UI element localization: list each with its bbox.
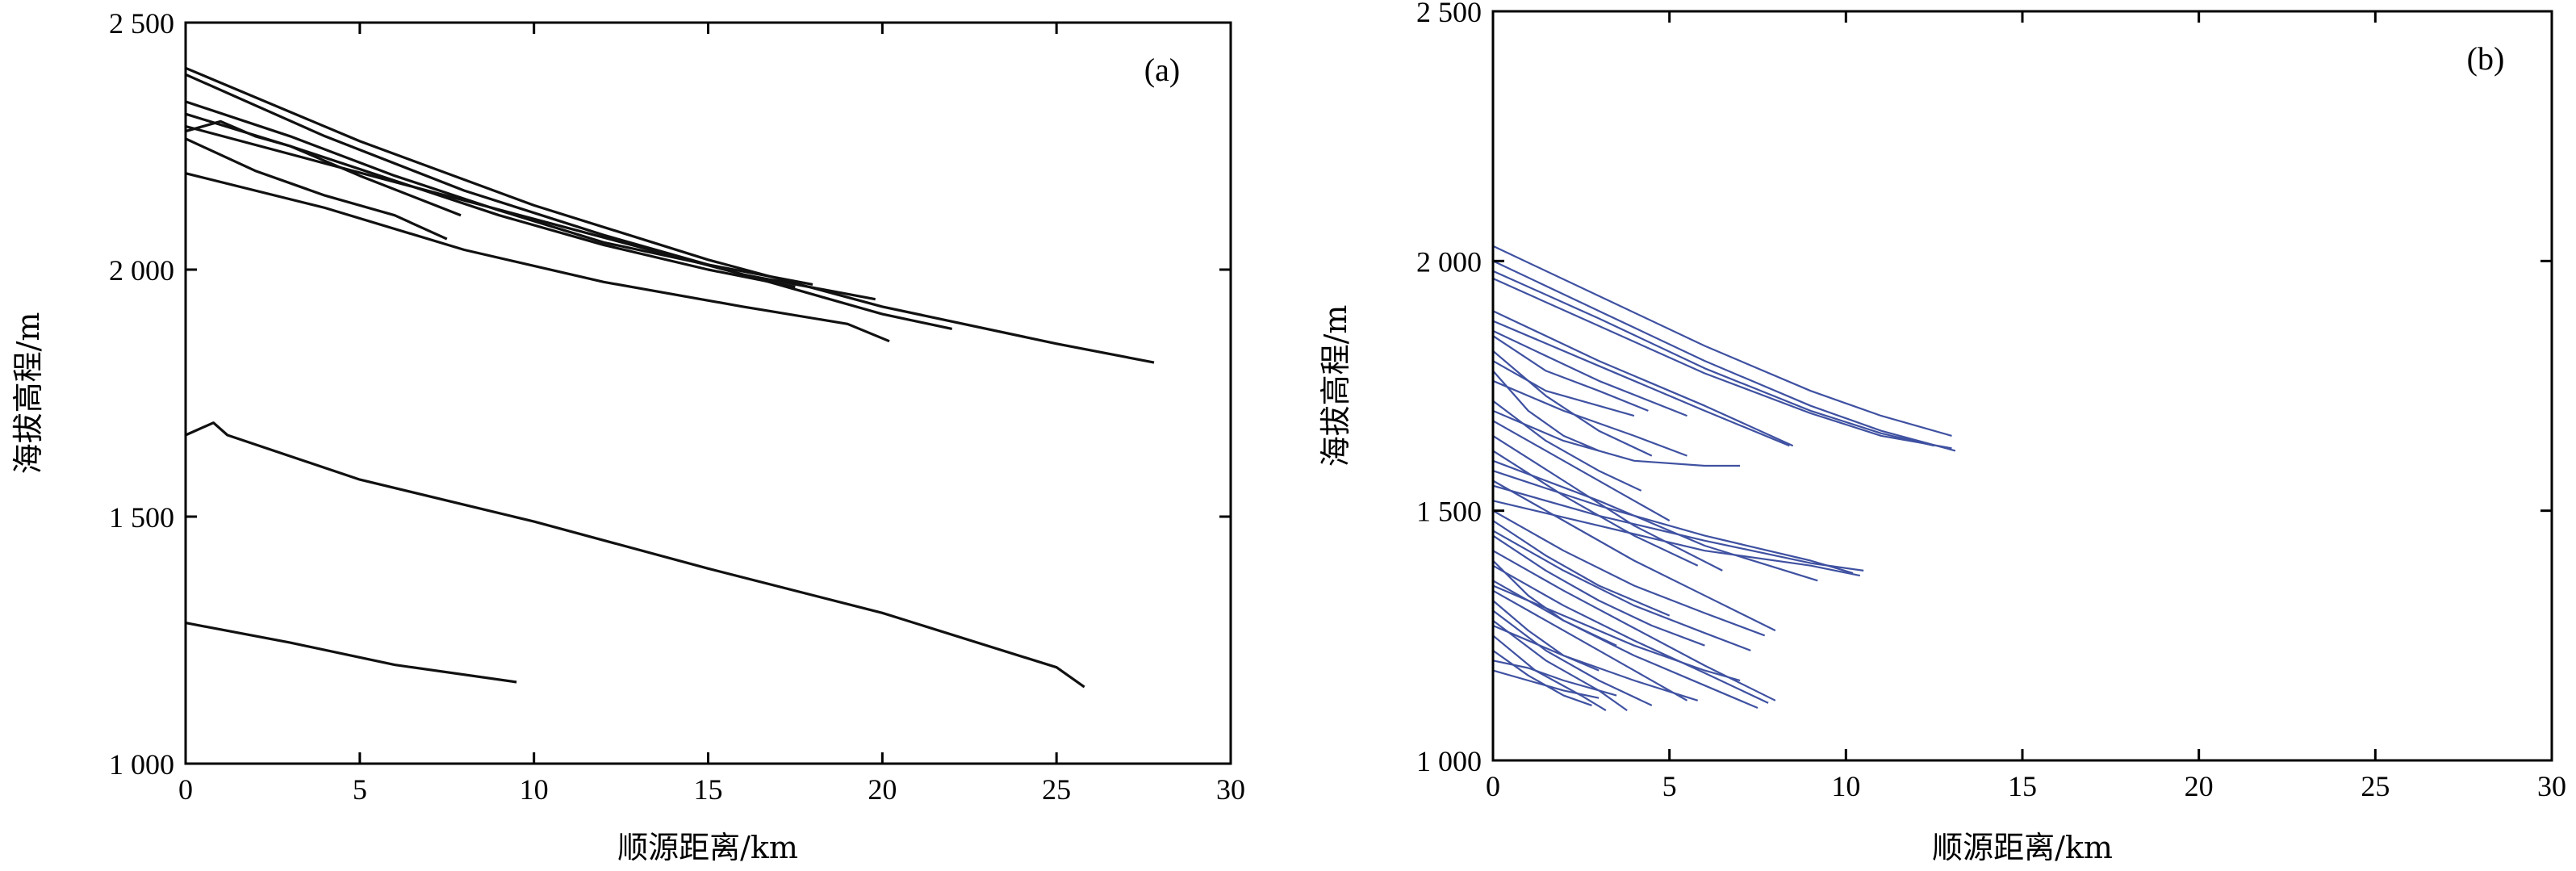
x-tick-label: 30 <box>2537 770 2566 802</box>
panel-a-lines <box>185 66 1155 689</box>
y-tick-label: 2 500 <box>1416 0 1482 28</box>
series-line <box>1492 509 1766 637</box>
series-line <box>185 124 953 330</box>
x-tick-label: 5 <box>353 773 367 806</box>
series-line <box>1492 564 1769 704</box>
panel-b-y-axis-title: 海拔高程/m <box>1318 305 1353 467</box>
series-line <box>1492 530 1751 651</box>
series-line <box>1492 609 1653 706</box>
series-line <box>1492 360 1635 417</box>
series-line <box>1492 409 1741 467</box>
series-line <box>1492 350 1653 457</box>
y-tick-label: 1 000 <box>109 748 174 781</box>
x-tick-label: 5 <box>1662 770 1677 802</box>
y-tick-label: 2 000 <box>1416 245 1482 278</box>
series-line <box>185 172 890 343</box>
panel-a-ticks <box>184 21 1232 765</box>
series-line <box>1492 584 1741 682</box>
series-line <box>1492 320 1790 447</box>
panel-a-tick-labels: 0 5 10 15 20 25 30 1 000 1 500 2 000 2 500 <box>109 7 1245 806</box>
series-line <box>185 112 796 288</box>
x-tick-label: 15 <box>2008 770 2037 802</box>
y-tick-label: 2 000 <box>109 254 174 287</box>
series-line <box>1492 245 1952 437</box>
series-line <box>1492 370 1600 452</box>
series-line <box>1492 260 1956 452</box>
panel-b-tick-labels: 0 5 10 15 20 25 30 1 000 1 500 2 000 2 500 <box>1416 0 2566 802</box>
y-tick-label: 2 500 <box>109 7 174 40</box>
series-line <box>1492 310 1794 447</box>
series-line <box>185 137 448 241</box>
series-line <box>1492 669 1600 699</box>
series-line <box>1492 459 1818 582</box>
series-line <box>1492 634 1607 712</box>
series-line <box>1492 270 1934 447</box>
series-line <box>1492 580 1758 710</box>
x-tick-label: 25 <box>1042 773 1071 806</box>
panel-b-label: (b) <box>2467 40 2505 77</box>
series-line <box>1492 589 1688 701</box>
series-line <box>1492 624 1699 701</box>
series-line <box>1492 660 1617 697</box>
panel-b-x-axis-title: 顺源距离/km <box>1932 830 2113 865</box>
series-line <box>1492 479 1776 632</box>
y-tick-label: 1 500 <box>109 501 174 534</box>
series-line <box>1492 379 1687 457</box>
chart-panel-b: 0 5 10 15 20 25 30 1 000 1 500 2 000 2 500 (b) 顺源距… <box>1318 0 2566 865</box>
series-line <box>1492 534 1705 647</box>
chart-panel-a: 0 5 10 15 20 25 30 1 000 1 500 2 000 2 500 (a) 顺源距… <box>10 7 1245 865</box>
x-tick-label: 30 <box>1216 773 1245 806</box>
series-line <box>185 66 1155 364</box>
x-tick-label: 20 <box>868 773 897 806</box>
panel-a-y-axis-title: 海拔高程/m <box>10 312 46 475</box>
y-tick-label: 1 500 <box>1416 496 1482 528</box>
x-tick-label: 0 <box>178 773 193 806</box>
panel-a-label: (a) <box>1144 52 1180 88</box>
series-line <box>1492 500 1861 577</box>
series-line <box>1492 470 1854 575</box>
x-tick-label: 15 <box>694 773 723 806</box>
series-line <box>1492 329 1687 417</box>
series-line <box>185 73 876 301</box>
x-tick-label: 20 <box>2185 770 2214 802</box>
series-line <box>185 119 462 217</box>
series-line <box>1492 520 1671 617</box>
series-line <box>1492 600 1600 672</box>
series-line <box>1492 450 1699 567</box>
series-line <box>1492 420 1671 521</box>
series-line <box>1492 434 1723 572</box>
panel-b-ticks <box>1491 10 2553 762</box>
x-tick-label: 0 <box>1486 770 1500 802</box>
x-tick-label: 25 <box>2361 770 2390 802</box>
y-tick-label: 1 000 <box>1416 745 1482 777</box>
series-line <box>1492 619 1628 711</box>
x-tick-label: 10 <box>1831 770 1860 802</box>
series-line <box>1492 335 1649 412</box>
panel-a-x-axis-title: 顺源距离/km <box>617 830 798 865</box>
x-tick-label: 10 <box>520 773 549 806</box>
series-line <box>1492 400 1642 492</box>
panel-b-lines <box>1492 245 1956 712</box>
series-line <box>185 421 1085 689</box>
series-line <box>1492 277 1952 450</box>
series-line <box>185 622 517 684</box>
